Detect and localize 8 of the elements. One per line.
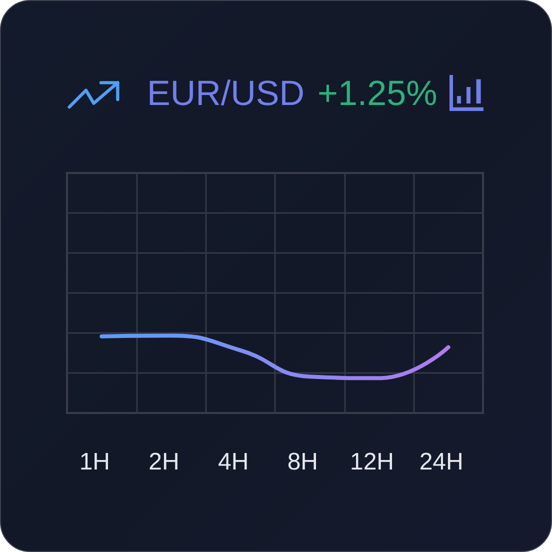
x-tick-label: 24H [418, 448, 463, 475]
x-tick-label: 12H [349, 448, 394, 475]
x-tick-label: 2H [148, 448, 179, 475]
chart-title: EUR/USD [147, 74, 305, 113]
x-tick-label: 8H [286, 448, 318, 475]
x-tick-label: 4H [217, 448, 248, 475]
x-tick-label: 1H [78, 448, 110, 475]
chart-subtitle: +1.25% [318, 74, 438, 113]
